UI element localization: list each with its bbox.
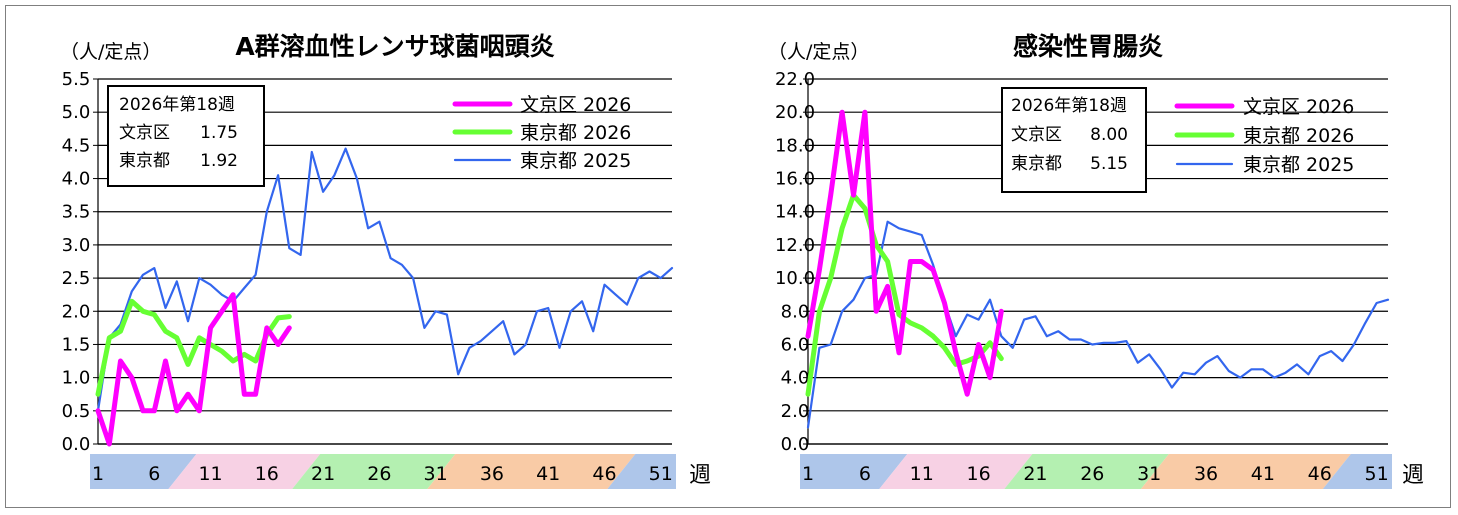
x-tick-label: 46 [1308,463,1332,485]
y-axis-label: （人/定点） [60,41,161,63]
y-tick-label: 3.0 [62,235,91,256]
y-tick-label: 10.0 [775,268,815,289]
season-band [1322,454,1392,489]
y-tick-label: 4.0 [62,169,91,190]
y-tick-label: 0.0 [62,434,91,455]
x-tick-label: 11 [910,463,934,485]
legend-label: 文京区 2026 [1243,96,1354,118]
info-box-value: 1.92 [200,151,238,171]
x-tick-label: 26 [367,463,391,485]
info-box-value: 1.75 [200,123,238,143]
y-tick-label: 3.5 [62,202,91,223]
info-box-label: 文京区 [119,123,170,143]
season-band [879,454,1033,489]
info-box [107,85,265,187]
y-tick-label: 1.5 [62,334,91,355]
y-tick-label: 16.0 [775,169,815,190]
legend-label: 文京区 2026 [520,94,631,116]
info-box-label: 東京都 [1011,154,1062,174]
legend-label: 東京都 2025 [520,150,631,172]
x-tick-label: 41 [1251,463,1275,485]
x-tick-label: 6 [148,463,160,485]
x-tick-label: 26 [1080,463,1104,485]
y-tick-label: 1.0 [62,368,91,389]
y-tick-label: 14.0 [775,202,815,223]
x-tick-label: 1 [802,463,814,485]
x-tick-label: 16 [966,463,990,485]
series-line [806,220,1390,429]
series-line [805,109,1004,397]
season-band [1140,454,1351,489]
y-axis-label: （人/定点） [768,41,869,63]
info-box-value: 5.15 [1090,154,1128,174]
y-tick-label: 8.0 [781,301,810,322]
season-band [607,454,676,489]
chart-title: A群溶血性レンサ球菌咽頭炎 [235,32,554,61]
x-tick-label: 21 [311,463,335,485]
legend-label: 東京都 2026 [1243,125,1354,147]
y-tick-label: 2.0 [781,401,810,422]
chart-1: A群溶血性レンサ球菌咽頭炎 （人/定点） 0.0 0.5 1.0 1.5 2.0 2.5 3.0… [60,32,711,489]
series-line [95,292,292,447]
legend-label: 東京都 2025 [1243,154,1354,176]
y-tick-label: 4.0 [781,368,810,389]
y-tick-label: 20.0 [775,102,815,123]
series-line [95,298,292,397]
x-tick-label: 51 [1365,463,1389,485]
y-tick-label: 4.5 [62,135,91,156]
x-tick-label: 31 [424,463,448,485]
x-tick-label: 6 [859,463,871,485]
x-tick-label: 16 [255,463,279,485]
y-tick-label: 5.5 [62,69,91,90]
x-tick-label: 41 [536,463,560,485]
x-tick-label: 36 [1194,463,1218,485]
y-tick-label: 12.0 [775,235,815,256]
legend-label: 東京都 2026 [520,122,631,144]
x-tick-label: 31 [1137,463,1161,485]
x-tick-label: 11 [198,463,222,485]
y-tick-label: 0.5 [62,401,91,422]
x-tick-label: 36 [480,463,504,485]
season-band [427,454,636,489]
x-tick-label: 1 [92,463,104,485]
y-tick-label: 22.0 [775,69,815,90]
info-box-title: 2026年第18週 [1011,96,1127,116]
y-tick-label: 2.0 [62,301,91,322]
chart-title: 感染性胃腸炎 [1013,32,1163,61]
series-line [96,147,674,412]
season-band [800,454,908,489]
info-box-value: 8.00 [1090,125,1128,145]
x-tick-label: 21 [1023,463,1047,485]
x-tick-label: 46 [592,463,616,485]
chart-2: 感染性胃腸炎 （人/定点） 0.0 2.0 4.0 6.0 8.0 10.0 12.0 14.0 1… [768,32,1424,489]
x-tick-label: 51 [649,463,673,485]
y-tick-label: 0.0 [781,434,810,455]
y-tick-label: 6.0 [781,334,810,355]
info-box-label: 文京区 [1011,125,1062,145]
x-axis-label: 週 [689,463,711,488]
season-band [1004,454,1169,489]
info-box-title: 2026年第18週 [119,95,235,115]
info-box [1001,87,1147,193]
info-box-label: 東京都 [119,151,170,171]
season-band [90,454,197,489]
y-tick-label: 2.5 [62,268,91,289]
y-tick-label: 18.0 [775,135,815,156]
season-band [292,454,456,489]
x-axis-label: 週 [1402,463,1424,488]
season-band [168,454,321,489]
y-tick-label: 5.0 [62,102,91,123]
